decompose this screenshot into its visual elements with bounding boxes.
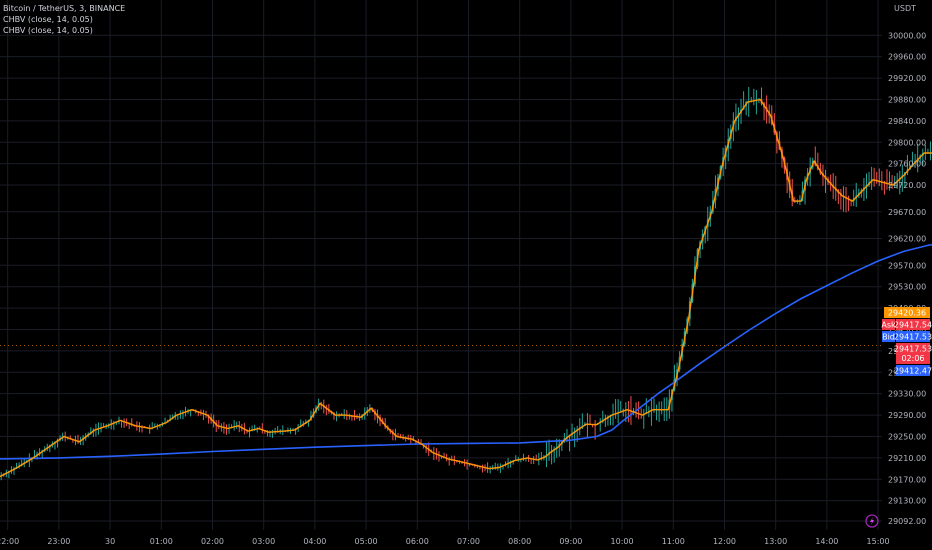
y-tick-label: 29920.00 [888,74,926,83]
currency-label: USDT [894,4,916,13]
candlesticks [0,86,932,481]
y-tick-label: 29092.00 [888,517,926,526]
x-tick-label: 15:00 [867,537,890,546]
ask-price-tag [896,319,930,330]
x-tick-label: 30 [105,537,115,546]
flash-icon[interactable] [865,514,879,528]
y-tick-label: 29760.00 [888,160,926,169]
x-tick-label: 12:00 [713,537,736,546]
chart-grid [0,0,882,530]
y-tick-label: 30000.00 [888,31,926,40]
ask-label-tag [882,319,895,330]
bar-countdown: 02:06 [901,354,924,363]
x-tick-label: 14:00 [815,537,838,546]
mark-price-value: 29417.53 [894,345,932,354]
y-tick-label: 29800.00 [888,138,926,147]
y-tick-label: 29620.00 [888,235,926,244]
x-tick-label: 08:00 [508,537,531,546]
indicator-label-2[interactable]: CHBV (close, 14, 0.05) [3,26,93,35]
signal-series-line [0,98,932,478]
y-tick-label: 29530.00 [888,283,926,292]
last-price-tag [884,307,930,318]
x-tick-label: 07:00 [457,537,480,546]
time-axis[interactable]: 22:00 23:00 30 01:00 02:00 03:00 04:00 05:00 06:… [0,537,890,546]
y-tick-label: 29570.00 [888,261,926,270]
y-tick-label: 29250.00 [888,432,926,441]
y-tick-label: 29880.00 [888,95,926,104]
indicator-label-1[interactable]: CHBV (close, 14, 0.05) [3,15,93,24]
price-tags: 29420.36 Ask 29417.54 Bid 29417.53 29417… [881,307,932,376]
y-tick-label: 29130.00 [888,497,926,506]
symbol-title[interactable]: Bitcoin / TetherUS, 3, BINANCE [3,4,126,13]
last-price-value: 29420.36 [888,309,926,318]
ma-price-value: 29412.47 [894,367,932,376]
y-tick-label: 29330.00 [888,390,926,399]
x-tick-label: 13:00 [764,537,787,546]
ask-label: Ask [881,321,896,330]
chart-legend: Bitcoin / TetherUS, 3, BINANCE CHBV (clo… [3,3,125,36]
y-tick-label: 29720.00 [888,181,926,190]
x-tick-label: 04:00 [303,537,326,546]
y-tick-label: 29210.00 [888,454,926,463]
x-tick-label: 10:00 [611,537,634,546]
y-tick-label: 29290.00 [888,411,926,420]
mark-price-tag [896,343,930,364]
x-tick-label: 01:00 [150,537,173,546]
x-tick-label: 11:00 [662,537,685,546]
bid-price-value: 29417.53 [894,333,932,342]
x-tick-label: 09:00 [559,537,582,546]
bid-label-tag [882,331,895,342]
x-tick-label: 05:00 [355,537,378,546]
y-tick-label: 29670.00 [888,208,926,217]
x-tick-label: 03:00 [252,537,275,546]
bid-price-tag [896,331,930,342]
ma-price-tag [896,365,930,376]
y-tick-label: 29170.00 [888,475,926,484]
x-tick-label: 02:00 [201,537,224,546]
y-tick-label: 29960.00 [888,53,926,62]
bid-label: Bid [882,333,895,342]
price-axis[interactable]: 29092.00 29130.00 29170.00 29210.00 29250.00… [888,31,926,526]
x-tick-label: 06:00 [406,537,429,546]
ma-series-line [0,243,932,460]
indicator-lines [0,98,932,478]
x-tick-label: 22:00 [0,537,19,546]
y-tick-label: 29840.00 [888,117,926,126]
ask-price-value: 29417.54 [894,321,932,330]
x-tick-label: 23:00 [47,537,70,546]
